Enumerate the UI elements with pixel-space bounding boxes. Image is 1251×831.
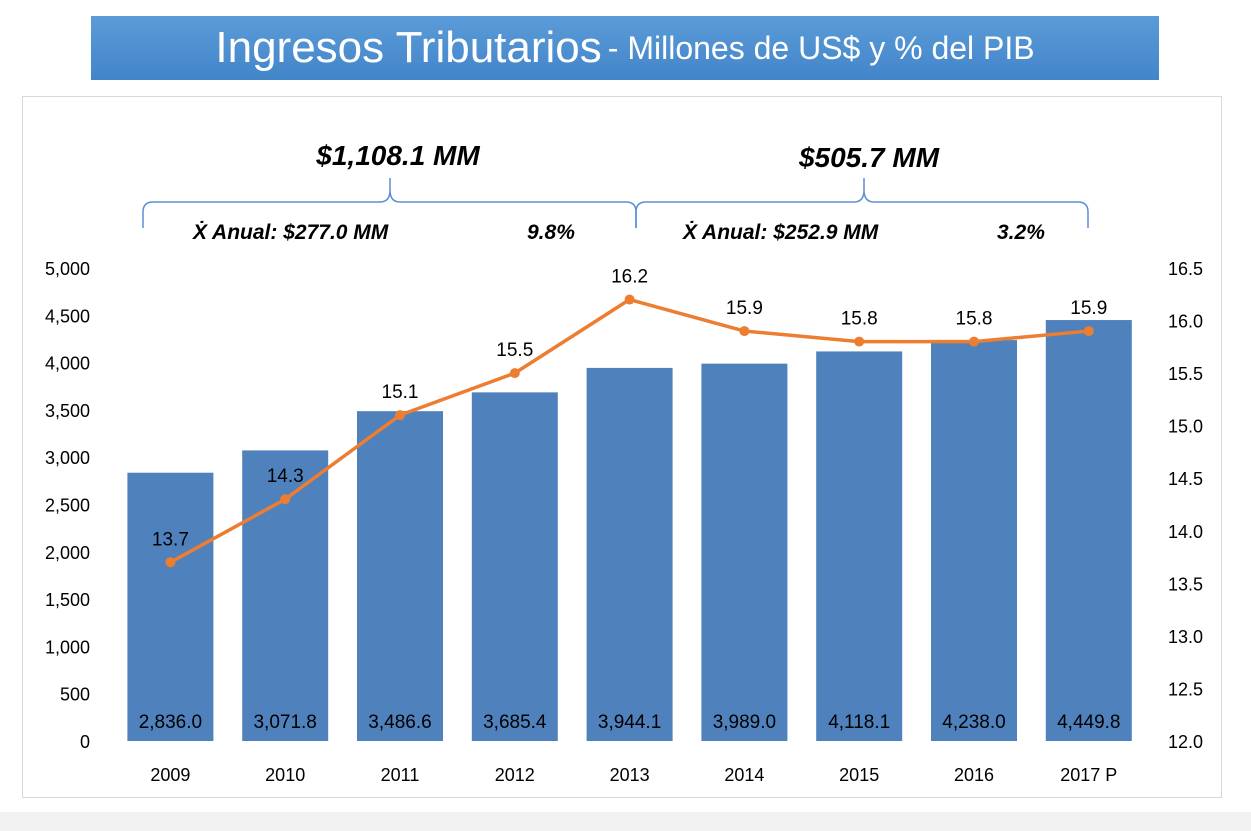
line-point: [1083, 326, 1094, 337]
line-point: [624, 294, 635, 305]
bar-value-label: 4,238.0: [942, 712, 1005, 733]
left-bracket: [142, 178, 637, 228]
bar-value-labels: 2,836.0 3,071.8 3,486.6 3,685.4 3,944.1 3,989…: [139, 712, 1121, 733]
bar-value-label: 4,118.1: [828, 712, 890, 733]
right-axis-tick-label: 15.0: [1168, 417, 1203, 437]
title-main: Ingresos Tributarios: [215, 23, 602, 72]
x-axis-tick-label: 2015: [839, 765, 879, 785]
bar: [931, 340, 1017, 741]
left-axis-tick-label: 500: [60, 685, 90, 705]
line-value-label: 14.3: [267, 466, 304, 487]
bar-series: [127, 320, 1132, 741]
bar: [816, 351, 903, 741]
right-axis-tick-label: 15.5: [1168, 364, 1203, 384]
line-value-label: 15.1: [382, 382, 419, 403]
bar-value-label: 3,486.6: [368, 712, 431, 733]
line-point: [739, 326, 750, 337]
line-point: [165, 557, 176, 568]
line-value-label: 15.9: [726, 298, 763, 319]
x-axis-tick-label: 2011: [381, 765, 420, 785]
bar: [127, 472, 214, 741]
bar-value-label: 3,989.0: [713, 712, 776, 733]
line-point: [969, 336, 979, 347]
right-axis-tick-label: 12.5: [1168, 679, 1203, 699]
right-axis-tick-label: 13.5: [1168, 574, 1203, 594]
bar-value-label: 3,685.4: [483, 712, 547, 733]
left-axis-tick-label: 1,000: [45, 637, 90, 657]
bar: [586, 367, 673, 741]
bar-value-label: 3,944.1: [598, 712, 661, 733]
right-percent-label: 3.2%: [997, 221, 1045, 244]
x-axis-tick-label: 2016: [954, 765, 994, 785]
left-axis-tick-label: 4,500: [45, 306, 90, 326]
line-point: [509, 368, 520, 379]
line-value-label: 13.7: [152, 529, 189, 550]
x-axis-tick-label: 2009: [150, 765, 190, 785]
left-axis-tick-label: 1,500: [45, 590, 90, 610]
right-axis-tick-label: 13.0: [1168, 627, 1203, 647]
line-point: [280, 494, 291, 505]
bar: [357, 411, 443, 741]
right-axis-tick-label: 16.0: [1168, 312, 1203, 332]
right-axis-tick-label: 14.5: [1168, 469, 1203, 489]
bottom-strip: [0, 812, 1251, 831]
left-axis-tick-label: 5,000: [45, 259, 90, 279]
left-axis-tick-label: 3,000: [45, 448, 90, 468]
right-average-label: Ẋ Anual: $252.9 MM: [682, 221, 879, 244]
line-value-labels: 13.7 14.3 15.1 15.5 16.2 15.9 15.8 15.8 15.9: [152, 267, 1107, 551]
line-series: [165, 294, 1094, 568]
x-axis-tick-label: 2010: [265, 765, 305, 785]
line-value-label: 15.5: [496, 340, 533, 361]
bar: [242, 450, 329, 741]
chart-frame: [22, 96, 1222, 798]
left-axis-tick-label: 4,000: [45, 354, 90, 374]
title-subtitle: - Millones de US$ y % del PIB: [607, 29, 1035, 66]
line-value-label: 15.8: [841, 309, 878, 330]
line-point: [854, 336, 865, 347]
line-value-label: 15.9: [1070, 298, 1107, 319]
left-axis-tick-label: 0: [80, 732, 90, 752]
x-axis: 2009 2010 2011 2012 2013 2014 2015 2016 2017 P: [150, 765, 1117, 785]
line-point: [395, 410, 405, 421]
x-axis-tick-label: 2012: [495, 765, 535, 785]
title-banner: Ingresos Tributarios - Millones de US$ y…: [91, 16, 1159, 80]
x-axis-tick-label: 2013: [610, 765, 650, 785]
x-axis-tick-label: 2017 P: [1060, 765, 1117, 785]
right-axis-tick-label: 14.0: [1168, 522, 1203, 542]
left-axis-tick-label: 2,000: [45, 543, 90, 563]
bar: [701, 363, 788, 741]
left-axis-tick-label: 3,500: [45, 401, 90, 421]
bar-value-label: 4,449.8: [1057, 712, 1120, 733]
left-total-label: $1,108.1 MM: [315, 140, 480, 171]
bar: [1045, 320, 1132, 741]
x-axis-tick-label: 2014: [724, 765, 764, 785]
line-value-label: 16.2: [611, 267, 648, 288]
bar-value-label: 2,836.0: [139, 712, 202, 733]
bar: [471, 392, 558, 741]
right-axis-tick-label: 16.5: [1168, 259, 1203, 279]
left-axis-tick-label: 2,500: [45, 496, 90, 516]
left-percent-label: 9.8%: [527, 221, 575, 244]
line-value-label: 15.8: [956, 309, 993, 330]
left-average-label: Ẋ Anual: $277.0 MM: [192, 221, 389, 244]
left-y-axis: 0 500 1,000 1,500 2,000 2,500 3,000 3,500 4,000 4…: [45, 259, 90, 752]
right-axis-tick-label: 12.0: [1168, 732, 1203, 752]
right-y-axis: 12.0 12.5 13.0 13.5 14.0 14.5 15.0 15.5 16.0 16.5: [1168, 259, 1203, 752]
bar-value-label: 3,071.8: [253, 712, 316, 733]
right-total-label: $505.7 MM: [798, 142, 940, 173]
right-bracket: [635, 178, 1089, 228]
